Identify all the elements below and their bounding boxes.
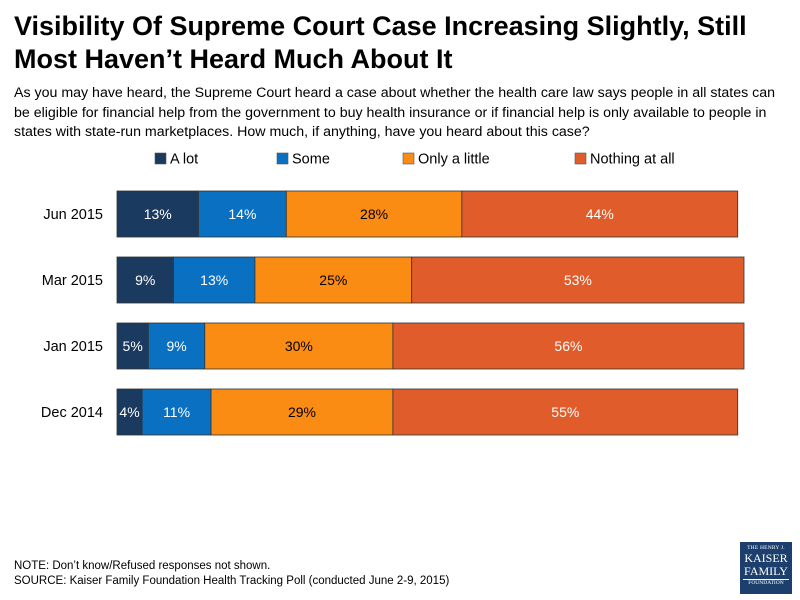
bar-segment bbox=[285, 190, 463, 237]
data-label: 53% bbox=[564, 272, 592, 288]
stacked-bar-chart: A lot Some Only a little Nothing at all Jun … bbox=[41, 151, 745, 435]
logo-line: FAMILY bbox=[744, 564, 788, 578]
data-label: 56% bbox=[554, 338, 582, 354]
data-label: 55% bbox=[551, 404, 579, 420]
data-label: 5% bbox=[123, 338, 143, 354]
kff-logo: THE HENRY J. KAISER FAMILY FOUNDATION bbox=[740, 542, 792, 594]
legend-label: Some bbox=[292, 151, 330, 167]
data-label: 30% bbox=[285, 338, 313, 354]
footnote: NOTE: Don’t know/Refused responses not s… bbox=[14, 559, 449, 589]
chart-subtitle: As you may have heard, the Supreme Court… bbox=[14, 85, 776, 140]
bar-segment bbox=[116, 190, 199, 237]
chart-title: Visibility Of Supreme Court Case Increas… bbox=[14, 11, 747, 74]
bar-segment bbox=[210, 388, 394, 435]
bar-segment bbox=[116, 256, 174, 303]
category-label: Jun 2015 bbox=[43, 207, 103, 223]
bar-segment bbox=[392, 322, 745, 369]
category-label: Dec 2014 bbox=[41, 405, 103, 421]
logo-line: THE HENRY J. bbox=[747, 545, 785, 551]
bar-segment bbox=[116, 322, 149, 369]
bar-segment bbox=[141, 388, 212, 435]
data-label: 9% bbox=[166, 338, 186, 354]
legend-swatch bbox=[154, 152, 167, 164]
data-label: 14% bbox=[228, 206, 256, 222]
data-label: 25% bbox=[319, 272, 347, 288]
legend-label: Only a little bbox=[418, 151, 490, 167]
legend-label: A lot bbox=[170, 151, 198, 167]
category-label: Mar 2015 bbox=[42, 273, 103, 289]
logo-line: KAISER bbox=[744, 551, 788, 565]
data-label: 13% bbox=[200, 272, 228, 288]
category-label: Jan 2015 bbox=[43, 339, 103, 355]
data-label: 11% bbox=[163, 404, 190, 420]
legend-label: Nothing at all bbox=[590, 151, 675, 167]
note-text: NOTE: Don’t know/Refused responses not s… bbox=[14, 560, 271, 572]
bar-segment bbox=[411, 256, 745, 303]
bar-segment bbox=[198, 190, 287, 237]
bar-segment bbox=[173, 256, 256, 303]
legend-swatch bbox=[402, 152, 415, 164]
bar-segment bbox=[392, 388, 739, 435]
data-label: 28% bbox=[360, 206, 388, 222]
bar-segment bbox=[116, 388, 143, 435]
data-label: 29% bbox=[288, 404, 316, 420]
data-label: 44% bbox=[586, 206, 614, 222]
bar-segment bbox=[254, 256, 413, 303]
bar-segment bbox=[461, 190, 739, 237]
logo-line: FOUNDATION bbox=[743, 579, 789, 587]
source-text: SOURCE: Kaiser Family Foundation Health … bbox=[14, 575, 450, 587]
legend-swatch bbox=[574, 152, 587, 164]
data-label: 13% bbox=[144, 206, 172, 222]
data-label: 4% bbox=[119, 404, 139, 420]
legend-swatch bbox=[276, 152, 289, 164]
data-label: 9% bbox=[135, 272, 155, 288]
header: Visibility Of Supreme Court Case Increas… bbox=[0, 0, 800, 143]
bar-segment bbox=[147, 322, 206, 369]
